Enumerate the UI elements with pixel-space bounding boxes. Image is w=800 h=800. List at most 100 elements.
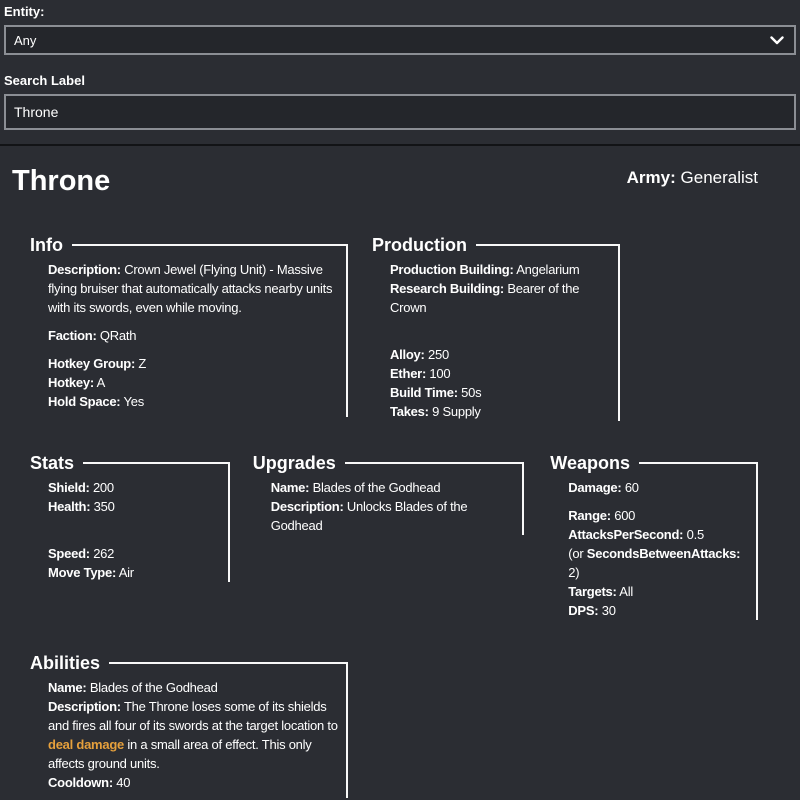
field-label: Alloy: xyxy=(390,347,425,362)
section-border-line xyxy=(72,244,348,258)
text-paragraph: Production Building: Angelarium Research … xyxy=(390,260,610,336)
field-value: 40 xyxy=(112,775,131,790)
text-paragraph: Name: Blades of the Godhead Description: … xyxy=(48,678,338,792)
section-production: Production Production Building: Angelariu… xyxy=(372,234,620,421)
search-input[interactable] xyxy=(4,94,796,130)
text-line: Hold Space: Yes xyxy=(48,392,338,411)
entity-label: Entity: xyxy=(4,4,45,19)
text-line xyxy=(48,516,220,535)
field-label: Shield: xyxy=(48,480,90,495)
field-label: Move Type: xyxy=(48,565,117,580)
text-line: Speed: 262 xyxy=(48,544,220,563)
section-border-line xyxy=(83,462,230,476)
text-paragraph: Faction: QRath xyxy=(48,326,338,345)
text-line: Health: 350 xyxy=(48,497,220,516)
field-value: Unlocks Blades of the Godhead xyxy=(270,499,468,533)
field-label: Health: xyxy=(48,499,91,514)
field-value: 250 xyxy=(424,347,449,362)
field-label: Production Building: xyxy=(390,262,514,277)
field-label: Hotkey Group: xyxy=(48,356,136,371)
field-label: AttacksPerSecond: xyxy=(568,527,684,542)
field-label: Damage: xyxy=(568,480,622,495)
field-label: Description: xyxy=(48,699,121,714)
search-label: Search Label xyxy=(4,73,85,88)
search-controls: Entity: Any Search Label xyxy=(0,0,800,130)
field-label: Description: xyxy=(270,499,344,514)
chevron-down-icon xyxy=(770,35,784,45)
field-value: 2) xyxy=(568,565,580,580)
section-border-line xyxy=(476,244,620,258)
text-line: Takes: 9 Supply xyxy=(390,402,610,421)
section-row: Info Description: Crown Jewel (Flying Uni… xyxy=(30,234,758,421)
text-line: Description: The Throne loses some of it… xyxy=(48,697,338,773)
text-line: Description: Unlocks Blades of the Godhe… xyxy=(271,497,515,535)
field-value: Angelarium xyxy=(513,262,580,277)
section-abilities: Abilities Name: Blades of the Godhead Desc… xyxy=(30,652,348,798)
section-weapons: Weapons Damage: 60 Range: 600 AttacksPerSec… xyxy=(550,452,758,620)
entity-select[interactable]: Any xyxy=(4,25,796,55)
field-value: 50s xyxy=(457,385,482,400)
text-line: Faction: QRath xyxy=(48,326,338,345)
text-paragraph: Damage: 60 xyxy=(568,478,748,497)
field-value: in a small area of effect. This only aff… xyxy=(48,737,312,771)
field-value: Z xyxy=(135,356,147,371)
section-title: Stats xyxy=(30,453,75,473)
text-paragraph: Hotkey Group: Z Hotkey: A Hold Space: Yes xyxy=(48,354,338,411)
text-paragraph: Range: 600 AttacksPerSecond: 0.5 (or Secon… xyxy=(568,506,748,620)
field-value: 600 xyxy=(610,508,636,523)
text-paragraph: Speed: 262 Move Type: Air xyxy=(48,544,220,582)
field-label: Range: xyxy=(568,508,611,523)
field-label: Name: xyxy=(48,680,87,695)
field-value: The Throne loses some of its shields and… xyxy=(48,699,338,733)
text-line: Cooldown: 40 xyxy=(48,773,338,792)
field-value: Bearer of the Crown xyxy=(390,281,580,315)
entity-header: Throne Army: Generalist xyxy=(12,164,758,198)
text-line: DPS: 30 xyxy=(568,601,748,620)
field-value: 100 xyxy=(426,366,451,381)
text-line: Research Building: Bearer of the Crown xyxy=(390,279,610,317)
section-body: Shield: 200 Health: 350 Speed: 262 Move Typ… xyxy=(30,476,230,582)
field-value: 0.5 xyxy=(683,527,705,542)
section-title: Info xyxy=(30,235,63,255)
section-stats: Stats Shield: 200 Health: 350 Speed: 262 Mov… xyxy=(30,452,230,582)
text-line: Name: Blades of the Godhead xyxy=(271,478,515,497)
text-paragraph: Description: Crown Jewel (Flying Unit) -… xyxy=(48,260,338,317)
section-header: Info xyxy=(30,234,348,258)
text-line: Name: Blades of the Godhead xyxy=(48,678,338,697)
field-value: A xyxy=(93,375,106,390)
field-value: Crown Jewel (Flying Unit) - Massive flyi… xyxy=(48,262,333,315)
text-line: Description: Crown Jewel (Flying Unit) -… xyxy=(48,260,338,317)
section-title: Weapons xyxy=(550,453,630,473)
field-label: Ether: xyxy=(390,366,427,381)
army-value: Generalist xyxy=(680,168,758,187)
text-line: Alloy: 250 xyxy=(390,345,610,364)
field-label: Research Building: xyxy=(390,281,504,296)
field-value: 30 xyxy=(598,603,616,618)
field-value: (or xyxy=(568,546,587,561)
section-title: Abilities xyxy=(30,653,101,673)
field-label: Hotkey: xyxy=(48,375,94,390)
entity-select-value: Any xyxy=(14,32,37,48)
field-label: Takes: xyxy=(390,404,429,419)
field-label: Targets: xyxy=(568,584,617,599)
section-body: Description: Crown Jewel (Flying Unit) -… xyxy=(30,258,348,417)
field-label: Description: xyxy=(48,262,121,277)
section-body: Name: Blades of the Godhead Description: … xyxy=(30,676,348,798)
field-value: Yes xyxy=(120,394,145,409)
field-value: 9 Supply xyxy=(428,404,481,419)
field-value: 200 xyxy=(89,480,114,495)
page-title: Throne xyxy=(12,165,111,197)
text-line: Damage: 60 xyxy=(568,478,748,497)
field-value: All xyxy=(616,584,633,599)
top-divider xyxy=(0,144,800,146)
section-info: Info Description: Crown Jewel (Flying Uni… xyxy=(30,234,348,417)
text-line: Targets: All xyxy=(568,582,748,601)
section-body: Production Building: Angelarium Research … xyxy=(372,258,620,421)
text-line: Ether: 100 xyxy=(390,364,610,383)
text-line: (or SecondsBetweenAttacks: 2) xyxy=(568,544,748,582)
field-value: QRath xyxy=(96,328,137,343)
text-line: Shield: 200 xyxy=(48,478,220,497)
section-header: Stats xyxy=(30,452,230,476)
text-line: Range: 600 xyxy=(568,506,748,525)
field-value: Blades of the Godhead xyxy=(309,480,441,495)
